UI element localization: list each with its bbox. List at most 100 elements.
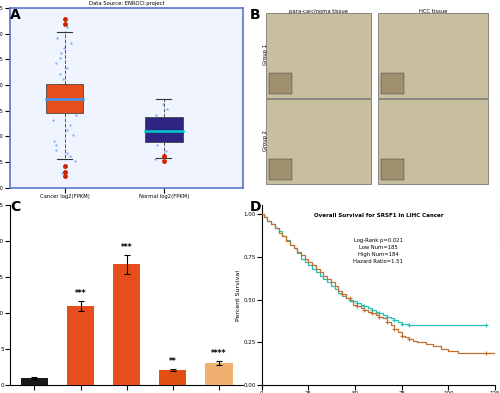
Text: D: D xyxy=(250,200,262,215)
Text: Group 1: Group 1 xyxy=(263,44,268,65)
high xyxy=(418,323,424,328)
Point xyxy=(68,107,76,113)
high xyxy=(346,297,352,302)
high xyxy=(398,321,404,326)
high xyxy=(372,309,378,314)
high xyxy=(260,215,266,220)
Point xyxy=(56,86,64,92)
low xyxy=(380,316,386,321)
FancyBboxPatch shape xyxy=(266,99,372,184)
Text: A: A xyxy=(10,8,21,22)
Text: para-carcinoma tissue: para-carcinoma tissue xyxy=(290,9,348,14)
high xyxy=(264,219,270,223)
Point xyxy=(58,170,66,176)
low xyxy=(346,299,352,304)
Point xyxy=(68,40,76,46)
Bar xyxy=(20,378,48,385)
high xyxy=(276,229,281,233)
Point xyxy=(166,122,174,128)
Text: B: B xyxy=(250,8,260,22)
FancyBboxPatch shape xyxy=(269,159,292,180)
high xyxy=(482,323,488,328)
FancyBboxPatch shape xyxy=(378,13,488,98)
Point xyxy=(66,152,74,159)
Point xyxy=(72,112,80,118)
high xyxy=(298,256,304,261)
high xyxy=(283,237,289,242)
low xyxy=(464,350,470,355)
FancyBboxPatch shape xyxy=(380,159,404,180)
Title: SRSF1 with 374 cancer and 50 normal samples in LIHC
Data Source: ENROCI project: SRSF1 with 374 cancer and 50 normal samp… xyxy=(54,0,199,6)
high xyxy=(358,302,364,307)
FancyBboxPatch shape xyxy=(378,99,488,184)
high xyxy=(376,311,382,316)
Point xyxy=(50,138,58,144)
Point xyxy=(54,35,62,41)
Point xyxy=(164,107,172,113)
high xyxy=(406,323,412,328)
high xyxy=(324,280,330,285)
Legend: Box plot, Gene expressions: Box plot, Gene expressions xyxy=(88,228,165,235)
Bar xyxy=(113,264,140,385)
high xyxy=(343,296,349,300)
low xyxy=(259,212,265,217)
Point xyxy=(60,45,68,51)
high xyxy=(316,273,322,278)
Line: low: low xyxy=(262,214,495,353)
high xyxy=(294,251,300,256)
Point xyxy=(66,122,74,128)
Bar xyxy=(46,84,84,113)
Point xyxy=(158,101,166,108)
Point xyxy=(168,132,176,138)
FancyBboxPatch shape xyxy=(380,73,404,94)
high xyxy=(369,307,375,312)
high xyxy=(302,260,308,264)
high xyxy=(336,290,342,295)
high xyxy=(402,321,408,326)
Point xyxy=(63,149,71,156)
Text: ***: *** xyxy=(74,289,86,298)
Bar xyxy=(159,370,186,385)
Point xyxy=(59,75,67,82)
Line: high: high xyxy=(262,214,486,325)
Point xyxy=(56,70,64,77)
FancyBboxPatch shape xyxy=(269,73,292,94)
Point xyxy=(162,147,170,154)
Point xyxy=(52,146,60,152)
low xyxy=(454,350,460,355)
FancyBboxPatch shape xyxy=(266,13,372,98)
high xyxy=(384,314,390,319)
Point xyxy=(70,132,78,138)
high xyxy=(313,270,319,275)
Point xyxy=(52,60,60,66)
high xyxy=(339,294,345,299)
Point xyxy=(151,137,159,143)
high xyxy=(290,246,296,251)
low xyxy=(492,350,498,355)
Bar xyxy=(145,117,182,142)
high xyxy=(395,320,401,324)
Text: ***: *** xyxy=(121,243,132,252)
high xyxy=(328,283,334,288)
high xyxy=(309,266,315,271)
high xyxy=(259,212,265,217)
Text: ****: **** xyxy=(211,349,226,358)
high xyxy=(414,323,420,328)
high xyxy=(392,318,398,323)
Point xyxy=(152,112,160,118)
high xyxy=(365,306,371,310)
Text: Log-Rank p=0.021
Low Num=185
High Num=184
Hazard Ratio=1.51: Log-Rank p=0.021 Low Num=185 High Num=18… xyxy=(354,238,404,264)
Bar xyxy=(66,306,94,385)
Point xyxy=(169,127,177,133)
high xyxy=(354,301,360,305)
Text: HCC tissue: HCC tissue xyxy=(419,9,448,14)
Text: C: C xyxy=(10,200,20,215)
high xyxy=(287,242,293,247)
high xyxy=(388,316,394,321)
high xyxy=(410,323,416,328)
Text: **: ** xyxy=(169,357,176,366)
Point xyxy=(61,29,69,36)
Point xyxy=(49,117,57,123)
Point xyxy=(72,158,80,164)
Point xyxy=(63,127,71,133)
